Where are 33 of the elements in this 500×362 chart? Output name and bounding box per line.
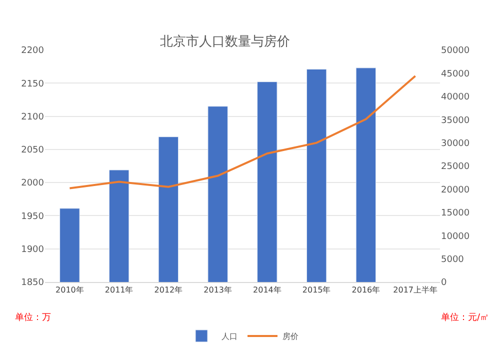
legend-label: 房价	[282, 332, 298, 342]
y-tick-label: 1850	[21, 278, 44, 288]
y-tick-label: 2200	[21, 46, 44, 56]
y2-tick-label: 25000	[441, 162, 470, 172]
y2-tick-label: 30000	[441, 138, 470, 149]
x-tick-label: 2015年	[302, 286, 331, 295]
y-tick-label: 2050	[21, 146, 44, 156]
y2-tick-label: 45000	[441, 69, 470, 80]
y2-tick-label: 35000	[441, 116, 470, 126]
x-tick-label: 2013年	[204, 286, 232, 295]
x-tick-label: 2014年	[253, 286, 282, 295]
y-tick-label: 1900	[21, 245, 44, 256]
y-tick-label: 1950	[21, 212, 44, 222]
y2-tick-label: 40000	[441, 92, 470, 103]
chart-title: 北京市人口数量与房价	[160, 33, 290, 50]
y2-tick-label: 0	[441, 278, 447, 288]
y2-tick-label: 15000	[441, 208, 470, 219]
x-tick-label: 2010年	[56, 286, 84, 295]
x-tick-label: 2017上半年	[393, 286, 438, 295]
y2-tick-label: 5000	[441, 254, 464, 265]
x-tick-label: 2016年	[352, 286, 380, 295]
x-tick-label: 2012年	[154, 286, 183, 295]
text: 单位：万	[15, 312, 51, 323]
text: 单位：元/㎡	[441, 312, 490, 323]
y2-tick-label: 50000	[441, 46, 470, 56]
x-tick-label: 2011年	[104, 286, 134, 295]
y-tick-label: 2150	[21, 79, 44, 90]
legend-label: 人口	[222, 332, 238, 342]
y2-tick-label: 20000	[441, 185, 470, 196]
y-tick-label: 2000	[21, 178, 44, 189]
y2-tick-label: 10000	[441, 232, 470, 242]
line-series	[68, 74, 416, 190]
y-tick-label: 2100	[21, 112, 44, 122]
